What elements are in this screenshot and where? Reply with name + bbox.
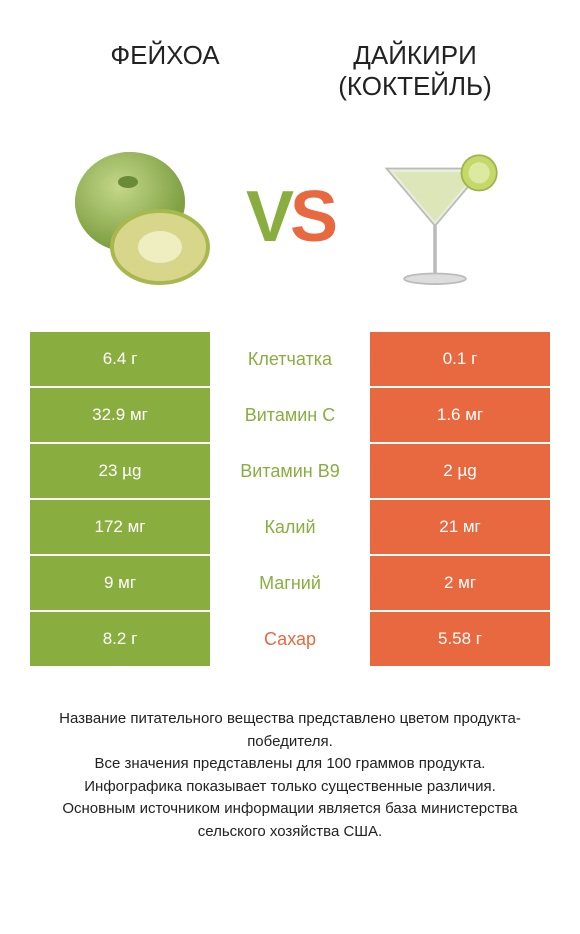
cell-label: Магний: [210, 556, 370, 610]
footnote-line: Инфографика показывает только существенн…: [30, 776, 550, 799]
cell-left-value: 23 µg: [30, 444, 210, 498]
cell-right-value: 2 µg: [370, 444, 550, 498]
cell-label: Сахар: [210, 612, 370, 666]
title-right-l2: (КОКТЕЙЛЬ): [338, 71, 492, 101]
vs-v: V: [246, 177, 290, 257]
footnote-line: Все значения представлены для 100 граммо…: [30, 753, 550, 776]
vs-s: S: [290, 177, 334, 257]
footnote: Название питательного вещества представл…: [0, 708, 580, 843]
feijoa-image: [60, 132, 230, 302]
title-left: ФЕЙХОА: [40, 40, 290, 102]
cell-left-value: 6.4 г: [30, 332, 210, 386]
cell-right-value: 0.1 г: [370, 332, 550, 386]
title-right: ДАЙКИРИ (КОКТЕЙЛЬ): [290, 40, 540, 102]
images-row: VS: [0, 112, 580, 332]
comparison-table: 6.4 г Клетчатка 0.1 г 32.9 мг Витамин C …: [30, 332, 550, 668]
cell-left-value: 8.2 г: [30, 612, 210, 666]
cell-right-value: 5.58 г: [370, 612, 550, 666]
cell-left-value: 32.9 мг: [30, 388, 210, 442]
table-row: 32.9 мг Витамин C 1.6 мг: [30, 388, 550, 444]
cell-label: Калий: [210, 500, 370, 554]
cell-label: Витамин B9: [210, 444, 370, 498]
cell-right-value: 2 мг: [370, 556, 550, 610]
cell-right-value: 21 мг: [370, 500, 550, 554]
footnote-line: Основным источником информации является …: [30, 798, 550, 843]
footnote-line: Название питательного вещества представл…: [30, 708, 550, 753]
table-row: 9 мг Магний 2 мг: [30, 556, 550, 612]
table-row: 172 мг Калий 21 мг: [30, 500, 550, 556]
cell-label: Витамин C: [210, 388, 370, 442]
cell-right-value: 1.6 мг: [370, 388, 550, 442]
titles-row: ФЕЙХОА ДАЙКИРИ (КОКТЕЙЛЬ): [0, 0, 580, 112]
cell-label: Клетчатка: [210, 332, 370, 386]
cell-left-value: 9 мг: [30, 556, 210, 610]
vs-label: VS: [246, 176, 334, 258]
table-row: 8.2 г Сахар 5.58 г: [30, 612, 550, 668]
table-row: 6.4 г Клетчатка 0.1 г: [30, 332, 550, 388]
daiquiri-image: [350, 132, 520, 302]
title-right-l1: ДАЙКИРИ: [353, 40, 477, 70]
cell-left-value: 172 мг: [30, 500, 210, 554]
table-row: 23 µg Витамин B9 2 µg: [30, 444, 550, 500]
